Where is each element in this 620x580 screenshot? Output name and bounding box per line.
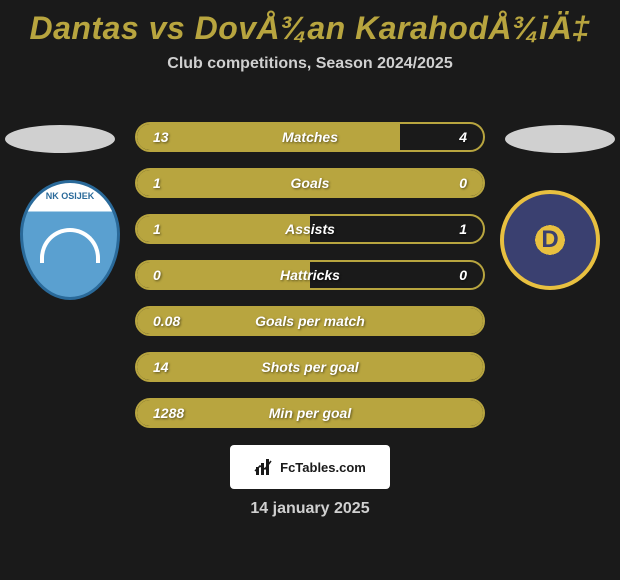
stat-label: Shots per goal [261, 359, 358, 375]
stat-value-left: 1 [153, 175, 161, 191]
stats-area: 13 Matches 4 1 Goals 0 1 Assists 1 0 Hattricks 0 0.0… [135, 122, 485, 444]
stat-fill [137, 124, 400, 150]
stat-value-left: 1 [153, 221, 161, 237]
stat-value-right: 1 [459, 221, 467, 237]
stat-value-left: 0.08 [153, 313, 180, 329]
stat-value-right: 4 [459, 129, 467, 145]
stat-value-left: 1288 [153, 405, 184, 421]
stat-bar: 0 Hattricks 0 [135, 260, 485, 290]
nk-osijek-shield [20, 180, 120, 300]
stat-value-left: 14 [153, 359, 169, 375]
stat-value-left: 0 [153, 267, 161, 283]
stat-bar: 1 Goals 0 [135, 168, 485, 198]
stat-label: Assists [285, 221, 335, 237]
subtitle: Club competitions, Season 2024/2025 [0, 55, 620, 73]
team-badge-left [20, 180, 120, 300]
stat-label: Matches [282, 129, 338, 145]
stat-label: Goals per match [255, 313, 365, 329]
badge-letter: D [541, 226, 558, 254]
ellipse-right [505, 125, 615, 153]
comparison-card: Dantas vs DovÅ¾an KarahodÅ¾iÄ‡ Club comp… [0, 0, 620, 580]
stat-bar: 1 Assists 1 [135, 214, 485, 244]
page-title: Dantas vs DovÅ¾an KarahodÅ¾iÄ‡ [0, 0, 620, 47]
stat-value-left: 13 [153, 129, 169, 145]
stat-label: Hattricks [280, 267, 340, 283]
ellipse-left [5, 125, 115, 153]
domzale-circle: D [500, 190, 600, 290]
chart-bars-icon [254, 457, 274, 477]
stat-bar: 14 Shots per goal [135, 352, 485, 382]
stat-bar: 13 Matches 4 [135, 122, 485, 152]
date-label: 14 january 2025 [250, 500, 369, 518]
stat-value-right: 0 [459, 267, 467, 283]
stat-bar: 0.08 Goals per match [135, 306, 485, 336]
stat-label: Min per goal [269, 405, 351, 421]
stat-bar: 1288 Min per goal [135, 398, 485, 428]
fctables-logo[interactable]: FcTables.com [230, 445, 390, 489]
team-badge-right: D [500, 180, 600, 300]
bridge-icon [40, 228, 100, 278]
stat-label: Goals [291, 175, 330, 191]
logo-text: FcTables.com [280, 460, 366, 475]
stat-value-right: 0 [459, 175, 467, 191]
stat-fill [137, 216, 310, 242]
